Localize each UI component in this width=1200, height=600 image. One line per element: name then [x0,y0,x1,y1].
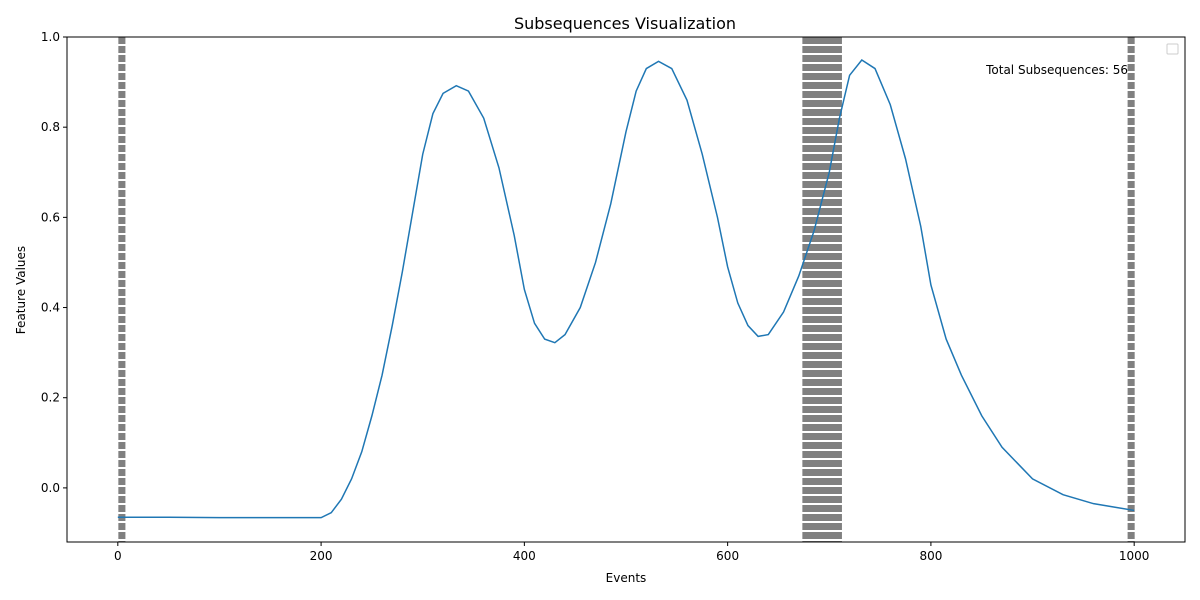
x-axis: 0 200 400 600 800 1000 [114,542,1149,563]
y-tick-label: 0.8 [41,120,60,134]
chart-title: Subsequences Visualization [514,14,736,33]
y-tick-label: 0.4 [41,301,60,315]
subsequence-markers [118,37,1135,542]
x-tick-label: 200 [310,549,333,563]
x-tick-label: 1000 [1119,549,1150,563]
y-tick-label: 0.2 [41,391,60,405]
total-subsequences-annotation: Total Subsequences: 56 [985,63,1128,77]
x-axis-label: Events [606,571,647,585]
series-line [117,59,1135,519]
x-tick-label: 800 [919,549,942,563]
y-axis-label: Feature Values [14,246,28,334]
plot-frame [66,36,1186,543]
x-tick-label: 400 [513,549,536,563]
y-tick-label: 0.6 [41,210,60,224]
x-tick-label: 0 [114,549,122,563]
y-tick-label: 0.0 [41,481,60,495]
x-tick-label: 600 [716,549,739,563]
legend-box [1166,43,1179,55]
y-tick-label: 1.0 [41,30,60,44]
y-axis: 0.0 0.2 0.4 0.6 0.8 1.0 [41,30,67,495]
